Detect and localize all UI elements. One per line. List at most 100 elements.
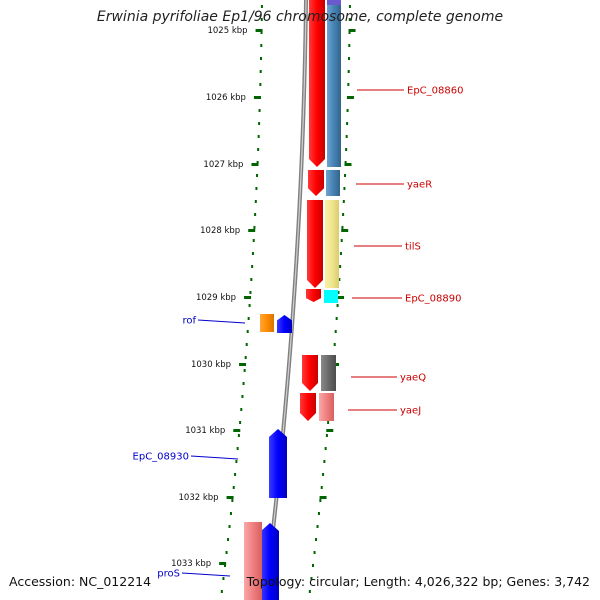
right-major-tick bbox=[326, 429, 334, 432]
right-dotted-ring-dot bbox=[310, 577, 313, 580]
backbone-arc bbox=[262, 0, 309, 600]
left-dotted-ring-dot bbox=[259, 70, 262, 73]
left-dotted-ring-dot bbox=[234, 473, 237, 476]
right-dotted-ring-dot bbox=[315, 538, 318, 541]
right-major-tick bbox=[341, 229, 349, 232]
right-dotted-ring-dot bbox=[348, 5, 351, 8]
right-dotted-ring-dot bbox=[342, 213, 345, 216]
map-title: Erwinia pyrifoliae Ep1/96 chromosome, co… bbox=[96, 9, 504, 25]
left-dotted-ring-dot bbox=[258, 122, 261, 125]
left-dotted-ring-dot bbox=[257, 135, 260, 138]
left-dotted-ring-dot bbox=[256, 161, 259, 164]
left-dotted-ring-dot bbox=[245, 343, 248, 346]
scale-label: 1029 kbp bbox=[196, 293, 236, 303]
right-dotted-ring-dot bbox=[348, 57, 351, 60]
left-dotted-ring-dot bbox=[224, 564, 227, 567]
right-dotted-ring-dot bbox=[322, 473, 325, 476]
scale-label: 1030 kbp bbox=[191, 360, 231, 370]
gene-label: yaeJ bbox=[400, 406, 421, 417]
scale-major-tick bbox=[233, 429, 241, 432]
right-dotted-ring-dot bbox=[347, 83, 350, 86]
left-dotted-ring-dot bbox=[260, 44, 263, 47]
gene-arrow-epc-08860 bbox=[309, 0, 325, 167]
scale-label: 1026 kbp bbox=[206, 93, 246, 103]
right-dotted-ring-dot bbox=[345, 148, 348, 151]
gene-label: yaeQ bbox=[400, 373, 426, 384]
left-dotted-ring-dot bbox=[254, 200, 257, 203]
right-dotted-ring-dot bbox=[348, 18, 351, 21]
left-dotted-ring-dot bbox=[249, 291, 252, 294]
right-dotted-ring-dot bbox=[343, 187, 346, 190]
right-dotted-ring-dot bbox=[339, 265, 342, 268]
right-dotted-ring-dot bbox=[348, 31, 351, 34]
right-dotted-ring-dot bbox=[319, 499, 322, 502]
right-dotted-ring-dot bbox=[348, 44, 351, 47]
left-dotted-ring-dot bbox=[255, 187, 258, 190]
right-dotted-ring-dot bbox=[324, 447, 327, 450]
gene-label-leader bbox=[181, 572, 231, 577]
right-major-tick bbox=[348, 29, 356, 32]
gene-label: EpC_08890 bbox=[405, 294, 461, 305]
gene-arrow-rof bbox=[277, 315, 292, 333]
right-dotted-ring-dot bbox=[334, 330, 337, 333]
left-dotted-ring-dot bbox=[232, 486, 235, 489]
left-dotted-ring-dot bbox=[251, 265, 254, 268]
right-dotted-ring-dot bbox=[346, 109, 349, 112]
left-dotted-ring-dot bbox=[225, 551, 228, 554]
right-dotted-ring-dot bbox=[340, 239, 343, 242]
scale-major-tick bbox=[251, 163, 259, 166]
right-dotted-ring-dot bbox=[313, 551, 316, 554]
gene-arrow-pros bbox=[261, 523, 279, 600]
left-dotted-ring-dot bbox=[258, 109, 261, 112]
left-dotted-ring-dot bbox=[228, 525, 231, 528]
left-dotted-ring-dot bbox=[248, 304, 251, 307]
gene-label-leader bbox=[197, 319, 246, 324]
left-dotted-ring-dot bbox=[235, 460, 238, 463]
cog-box-top bbox=[327, 0, 341, 5]
left-dotted-ring-dot bbox=[229, 512, 232, 515]
scale-major-tick bbox=[219, 562, 227, 565]
scale-major-tick bbox=[244, 296, 252, 299]
scale-major-tick bbox=[248, 229, 256, 232]
cog-box-khaki bbox=[325, 200, 339, 288]
scale-label: 1032 kbp bbox=[179, 493, 219, 503]
left-dotted-ring-dot bbox=[253, 226, 256, 229]
gene-label-leader bbox=[190, 455, 239, 460]
left-dotted-ring-dot bbox=[260, 18, 263, 21]
left-dotted-ring-dot bbox=[220, 590, 223, 593]
right-dotted-ring-dot bbox=[338, 278, 341, 281]
gene-arrow-yaer bbox=[308, 170, 324, 196]
gene-arrow-yaej bbox=[300, 393, 316, 421]
left-dotted-ring-dot bbox=[252, 239, 255, 242]
left-dotted-ring-dot bbox=[256, 174, 259, 177]
cog-box-steelblue-2 bbox=[326, 170, 340, 196]
gene-arrow-epc-08930 bbox=[269, 429, 287, 498]
left-dotted-ring-dot bbox=[247, 317, 250, 320]
genome-summary-text: Topology: circular; Length: 4,026,322 bp… bbox=[246, 574, 590, 589]
left-dotted-ring-dot bbox=[250, 278, 253, 281]
gene-label: rof bbox=[182, 316, 196, 327]
gene-label: EpC_08930 bbox=[133, 452, 189, 463]
left-dotted-ring-dot bbox=[259, 83, 262, 86]
right-major-tick bbox=[346, 96, 354, 99]
left-dotted-ring-dot bbox=[244, 356, 247, 359]
right-dotted-ring-dot bbox=[317, 512, 320, 515]
left-dotted-ring-dot bbox=[260, 31, 263, 34]
left-dotted-ring-dot bbox=[242, 382, 245, 385]
gene-label: proS bbox=[157, 569, 180, 580]
right-dotted-ring-dot bbox=[335, 317, 338, 320]
cog-box-pink-left bbox=[244, 522, 262, 600]
left-dotted-ring-dot bbox=[257, 148, 260, 151]
gene-label: tilS bbox=[405, 242, 421, 253]
left-dotted-ring-dot bbox=[260, 57, 263, 60]
left-dotted-ring-dot bbox=[239, 421, 242, 424]
scale-major-tick bbox=[226, 496, 234, 499]
scale-label: 1028 kbp bbox=[200, 226, 240, 236]
right-dotted-ring-dot bbox=[323, 460, 326, 463]
right-major-tick bbox=[319, 496, 327, 499]
left-dotted-ring-dot bbox=[246, 330, 249, 333]
gene-arrow-yaeq bbox=[302, 355, 318, 391]
right-dotted-ring-dot bbox=[333, 343, 336, 346]
right-dotted-ring-dot bbox=[346, 122, 349, 125]
scale-label: 1025 kbp bbox=[207, 26, 247, 36]
